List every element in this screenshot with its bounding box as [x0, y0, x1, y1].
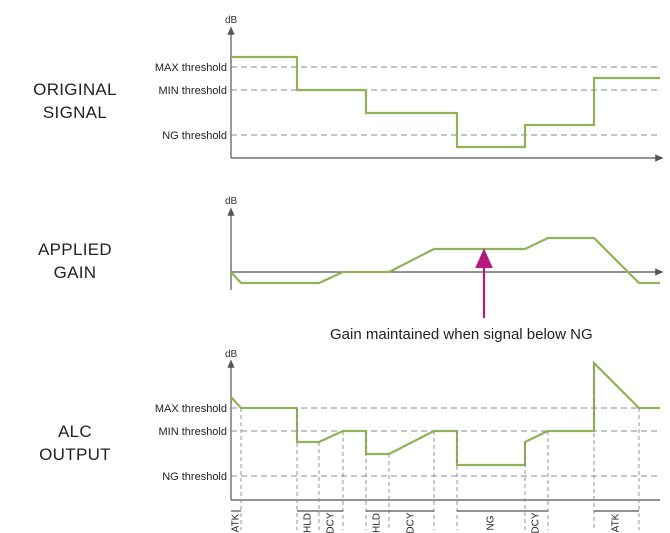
- original-min-threshold-label: MIN threshold: [159, 85, 227, 97]
- phase-label-hld: HLD: [303, 513, 314, 533]
- phase-label-atk: ATK: [231, 513, 242, 532]
- phase-label-dcy: DCY: [531, 512, 542, 533]
- output-min-threshold-label: MIN threshold: [159, 426, 227, 438]
- phase-markers: ATK HLD DCY HLD DCY NG DCY ATK: [231, 363, 640, 533]
- original-max-threshold-label: MAX threshold: [155, 62, 227, 74]
- applied-gain-trace: [230, 236, 660, 285]
- original-ng-threshold-label: NG threshold: [162, 130, 227, 142]
- gain-y-unit: dB: [225, 196, 238, 207]
- original-y-unit: dB: [225, 15, 238, 26]
- alc-output-trace: [230, 360, 660, 467]
- phase-label-dcy: DCY: [326, 512, 337, 533]
- original-signal-panel: dB MAX threshold MIN threshold NG thresh…: [155, 15, 664, 162]
- original-signal-trace: [231, 55, 660, 149]
- output-max-threshold-label: MAX threshold: [155, 403, 227, 415]
- phase-label-atk: ATK: [611, 513, 622, 532]
- original-signal-label: ORIGINAL SIGNAL: [0, 78, 150, 124]
- output-label-line2: OUTPUT: [39, 445, 111, 464]
- phase-label-hld: HLD: [372, 513, 383, 533]
- output-ng-threshold-label: NG threshold: [162, 471, 227, 483]
- applied-gain-panel: dB Gain maintained when signal below NG: [225, 196, 664, 343]
- original-label-line1: ORIGINAL: [33, 80, 117, 99]
- applied-gain-label: APPLIED GAIN: [0, 238, 150, 284]
- alc-output-panel: dB MAX threshold MIN threshold NG thresh…: [155, 349, 660, 533]
- phase-label-ng: NG: [486, 515, 497, 530]
- gain-label-line2: GAIN: [53, 263, 97, 282]
- output-label-line1: ALC: [58, 422, 92, 441]
- original-label-line2: SIGNAL: [42, 103, 108, 122]
- alc-output-label: ALC OUTPUT: [0, 420, 150, 466]
- phase-label-dcy: DCY: [406, 512, 417, 533]
- output-y-unit: dB: [225, 349, 238, 360]
- gain-maintained-annotation: Gain maintained when signal below NG: [330, 326, 593, 343]
- gain-label-line1: APPLIED: [38, 240, 112, 259]
